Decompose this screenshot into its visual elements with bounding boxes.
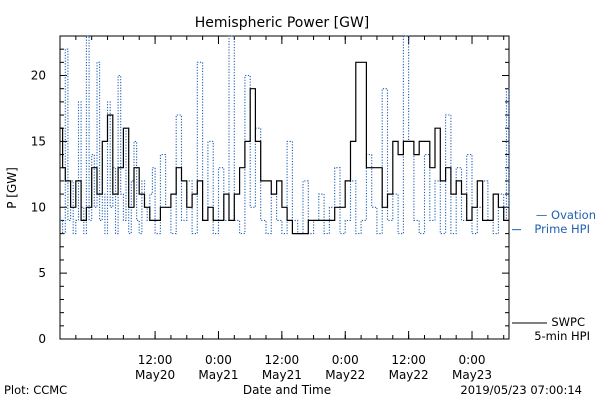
x-tick-time-label: 0:00 (332, 353, 359, 367)
x-tick-time-label: 12:00 (265, 353, 300, 367)
timestamp: 2019/05/23 07:00:14 (460, 383, 582, 397)
series-line-ovation (60, 35, 510, 235)
legend-label-ovation-line2: Prime HPI (534, 222, 590, 236)
y-tick-label: 20 (31, 69, 46, 83)
x-tick-date-label: May20 (135, 368, 175, 382)
x-tick-time-label: 12:00 (138, 353, 173, 367)
x-tick-time-label: 12:00 (391, 353, 426, 367)
x-axis-label: Date and Time (243, 383, 331, 397)
y-tick-label: 10 (31, 200, 46, 214)
x-tick-date-label: May22 (389, 368, 429, 382)
y-tick-label: 5 (38, 266, 46, 280)
plot-frame (59, 35, 510, 340)
chart-title: Hemispheric Power [GW] (195, 15, 370, 31)
y-tick-label: 0 (38, 332, 46, 346)
x-tick-date-label: May22 (325, 368, 365, 382)
plot-credit: Plot: CCMC (4, 383, 67, 397)
legend-label-swpc-line2: 5-min HPI (534, 329, 590, 343)
x-tick-date-label: May21 (198, 368, 238, 382)
legend-label-ovation-line1: — Ovation (536, 208, 596, 222)
x-tick-date-label: May23 (452, 368, 492, 382)
x-tick-date-label: May21 (262, 368, 302, 382)
y-axis-label: P [GW] (5, 167, 19, 209)
x-tick-time-label: 0:00 (459, 353, 486, 367)
x-tick-time-label: 0:00 (205, 353, 232, 367)
legend-label-swpc-line1: SWPC (551, 315, 585, 329)
x-axis-ticks: 12:00May200:00May2112:00May210:00May2212… (59, 36, 505, 382)
series-line-swpc (60, 61, 509, 235)
y-tick-label: 15 (31, 134, 46, 148)
y-axis-ticks: 0 5 10 15 20 (31, 35, 509, 346)
series-layer (60, 35, 510, 235)
